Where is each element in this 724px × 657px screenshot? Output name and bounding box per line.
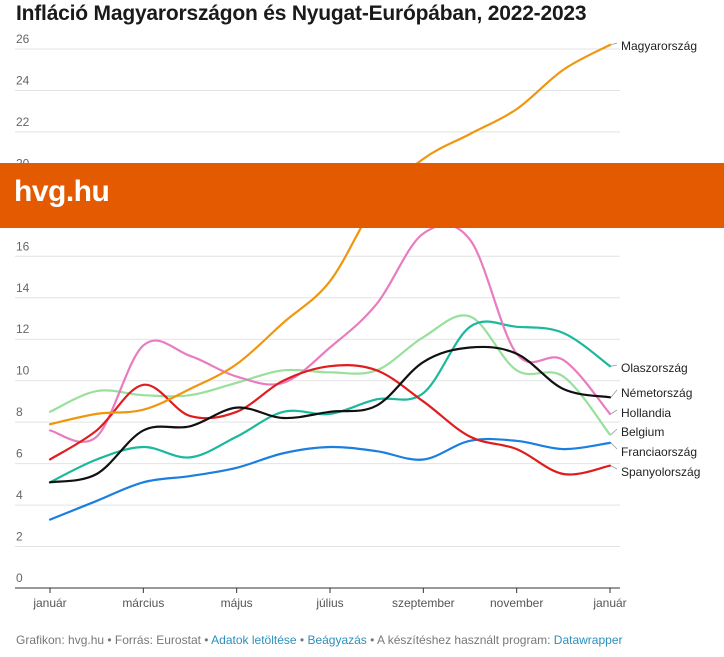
line-chart: 02468101214161820222426 januármárciusmáj… <box>15 32 700 610</box>
series-label-belgium: Belgium <box>621 425 664 439</box>
series-label-magyarország: Magyarország <box>621 39 697 53</box>
series-line-belgium <box>48 314 612 436</box>
y-tick-label: 6 <box>16 447 23 461</box>
x-tick-label: július <box>315 596 343 610</box>
x-tick-label: január <box>592 596 626 610</box>
x-axis: január március május július szeptember novemb… <box>32 588 627 610</box>
label-leader-line <box>610 409 618 415</box>
x-tick-label: május <box>221 596 253 610</box>
x-tick-label: március <box>122 596 164 610</box>
x-tick-label: január <box>32 596 66 610</box>
x-tick-label: november <box>490 596 543 610</box>
chart-title: Infláció Magyarországon és Nyugat-Európá… <box>16 2 587 25</box>
series-line-spanyolország <box>48 364 612 476</box>
y-tick-label: 8 <box>16 405 23 419</box>
grid-lines <box>15 48 620 589</box>
y-tick-label: 16 <box>16 239 30 253</box>
series-lines <box>48 43 612 521</box>
series-line-magyarország <box>48 43 612 426</box>
x-tick-label: szeptember <box>392 596 455 610</box>
y-tick-label: 22 <box>16 115 30 129</box>
y-tick-label: 4 <box>16 488 23 502</box>
series-label-hollandia: Hollandia <box>621 406 671 420</box>
series-label-olaszország: Olaszország <box>621 361 688 375</box>
series-line-németország <box>48 345 612 484</box>
download-data-link[interactable]: Adatok letöltése <box>211 633 297 647</box>
label-leader-line <box>610 42 618 46</box>
label-leader-line <box>610 389 618 398</box>
y-axis: 02468101214161820222426 <box>16 32 30 585</box>
y-tick-label: 24 <box>16 73 30 87</box>
y-tick-label: 2 <box>16 530 23 544</box>
label-leader-line <box>610 364 618 367</box>
label-leader-line <box>610 428 618 435</box>
series-label-franciaország: Franciaország <box>621 445 697 459</box>
label-leader-line <box>610 442 618 450</box>
y-tick-label: 0 <box>16 571 23 585</box>
footer-program-text: • A készítéshez használt program: <box>370 633 551 647</box>
series-line-hollandia <box>48 223 612 444</box>
series-label-németország: Németország <box>621 386 692 400</box>
series-line-olaszország <box>48 320 612 484</box>
datawrapper-link[interactable]: Datawrapper <box>553 633 623 647</box>
hvg-banner: hvg.hu <box>0 163 724 228</box>
footer-separator: • <box>299 633 305 647</box>
banner-logo-text: hvg.hu <box>14 175 110 208</box>
y-tick-label: 14 <box>16 281 30 295</box>
series-labels: Magyarország Olaszország Németország Hollan… <box>610 39 700 479</box>
y-tick-label: 10 <box>16 364 30 378</box>
y-tick-label: 26 <box>16 32 30 46</box>
footer-source: Grafikon: hvg.hu • Forrás: Eurostat • <box>16 633 209 647</box>
y-tick-label: 12 <box>16 322 30 336</box>
series-label-spanyolország: Spanyolország <box>621 465 700 479</box>
chart-footer: Grafikon: hvg.hu • Forrás: Eurostat • Ad… <box>16 633 623 647</box>
series-line-franciaország <box>48 437 612 521</box>
embed-link[interactable]: Beágyazás <box>307 633 367 647</box>
label-leader-line <box>610 465 618 470</box>
